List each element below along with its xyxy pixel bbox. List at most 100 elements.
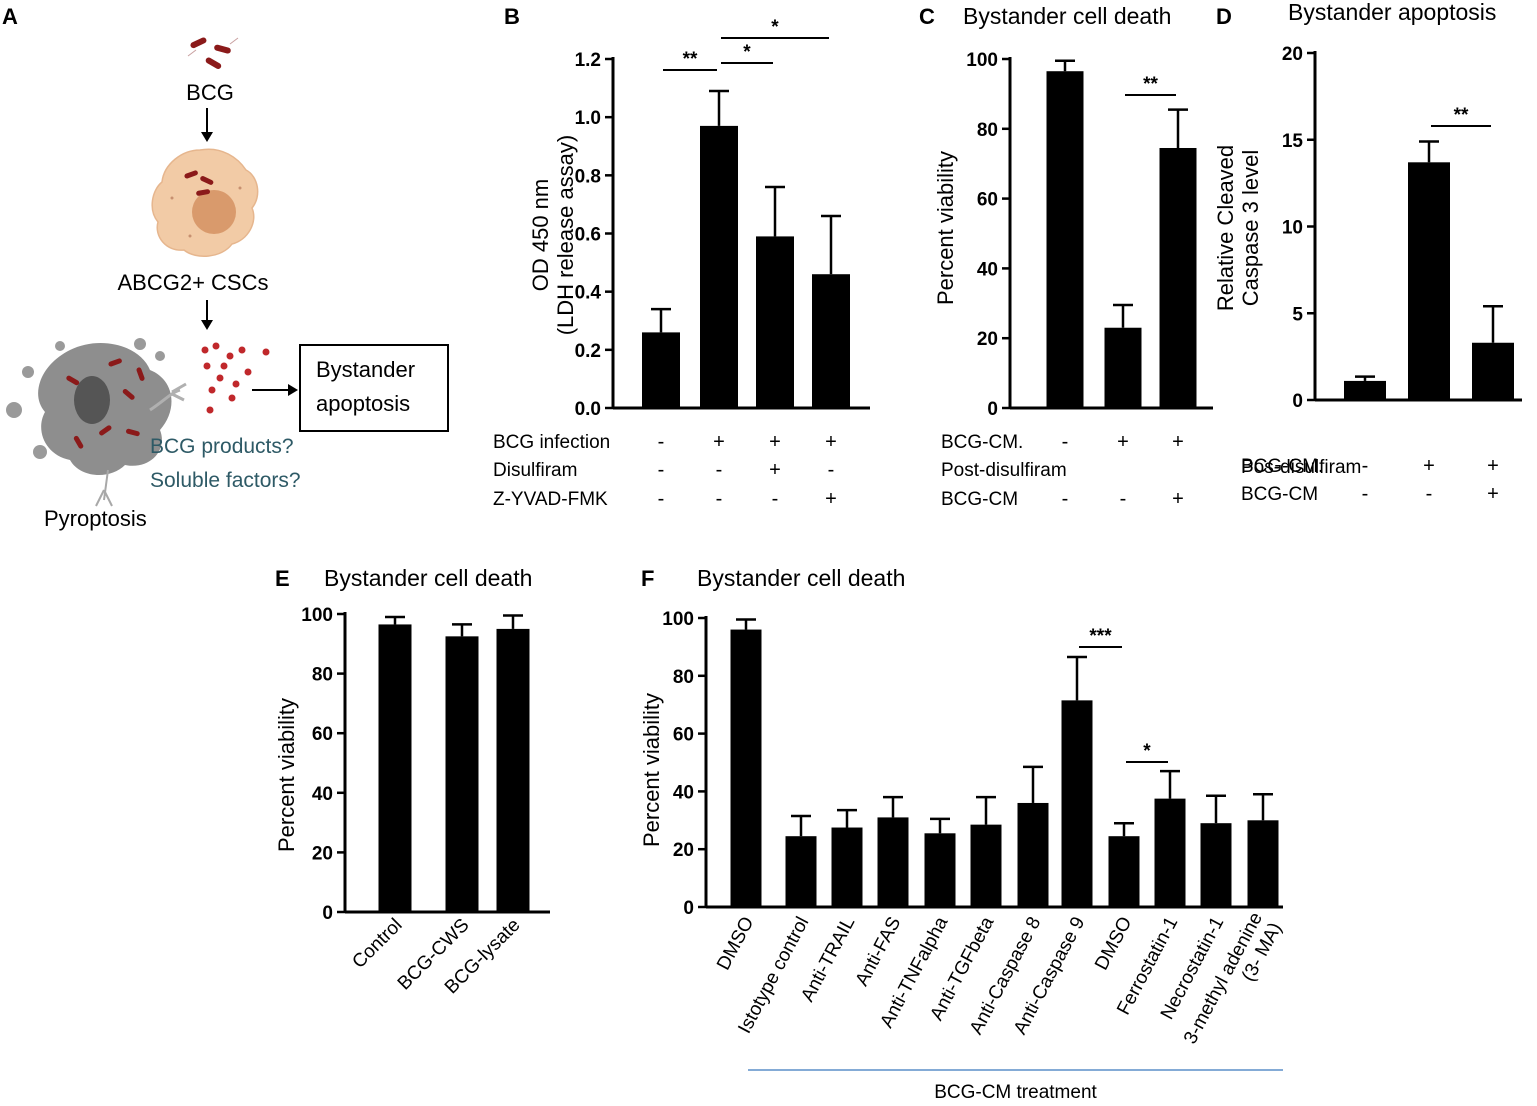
panel-f-bar <box>1017 802 1049 907</box>
panel-b-y-tick-label: 0.6 <box>575 225 601 246</box>
panel-b-bar <box>812 274 850 408</box>
panel-b-y-tick-label: 1.0 <box>575 108 601 129</box>
panel-b-condition-symbol: + <box>825 488 837 510</box>
panel-b-y-tick-label: 0.4 <box>575 283 602 304</box>
panel-f-group-label: BCG-CM treatment <box>934 1082 1097 1103</box>
panel-d-y-tick-label: 0 <box>1292 391 1303 412</box>
panel-b-letter: B <box>504 4 520 29</box>
panel-b-condition-symbol: + <box>825 431 837 453</box>
panel-d-condition-symbol: + <box>1487 455 1499 477</box>
panel-c-condition-label: BCG-CM <box>941 489 1018 510</box>
panel-c: C Bystander cell death 0 20 40 60 80 100 Percent… <box>919 3 1213 510</box>
panel-b-y-tick-label: 1.2 <box>575 50 601 71</box>
panel-d-title: Bystander apoptosis <box>1288 0 1496 25</box>
panel-f-y-label: Percent viability <box>639 693 664 847</box>
panel-c-y-tick-label: 20 <box>977 329 998 350</box>
panel-b-y-label: (LDH release assay) <box>553 135 578 336</box>
panel-b: B 0.0 0.2 0.4 0.6 0.8 1.0 1.2 OD 450 nm (LDH rele… <box>493 4 870 510</box>
panel-b-condition-symbol: + <box>713 431 725 453</box>
panel-d-bar <box>1344 380 1386 400</box>
panel-d-condition-symbol: + <box>1487 483 1499 505</box>
panel-b-condition-symbol: - <box>828 459 835 481</box>
panel-f-title: Bystander cell death <box>697 565 905 591</box>
panel-d-y-tick-label: 15 <box>1282 131 1304 152</box>
panel-e-bar <box>496 628 530 912</box>
panel-d-bar <box>1408 162 1450 400</box>
panel-d-condition-label: BCG-CM. <box>1241 456 1323 477</box>
panel-d-bar <box>1472 342 1514 400</box>
panel-c-y-tick-label: 0 <box>987 399 998 420</box>
panel-e-title: Bystander cell death <box>324 565 532 591</box>
panel-b-condition-symbol: + <box>769 459 781 481</box>
panel-c-significance-label: ** <box>1143 74 1158 95</box>
panel-d-condition-symbol: + <box>1423 455 1435 477</box>
question-1: BCG products? <box>150 435 294 458</box>
box-line-1: Bystander <box>316 357 415 382</box>
panel-c-condition-symbol: - <box>1062 431 1069 453</box>
panel-c-condition-symbol: + <box>1172 431 1184 453</box>
panel-e-y-tick-label: 0 <box>322 903 333 924</box>
panel-f: F Bystander cell death 0 20 40 60 80 100 Percent… <box>639 565 1286 1103</box>
panel-e-y-tick-label: 40 <box>312 784 333 805</box>
panel-b-condition-symbol: - <box>658 488 665 510</box>
panel-f-significance-label: * <box>1143 741 1151 762</box>
bcg-label: BCG <box>186 80 234 105</box>
panel-c-bar <box>1159 147 1197 408</box>
panel-b-significance-label: * <box>771 17 779 38</box>
panel-c-condition-label: Post-disulfiram <box>941 460 1067 481</box>
panel-b-condition-symbol: - <box>716 488 723 510</box>
panel-b-y-tick-label: 0.0 <box>575 399 601 420</box>
panel-letter-a: A <box>2 4 18 29</box>
panel-b-significance-label: ** <box>683 49 698 70</box>
panel-b-bar <box>700 125 738 409</box>
question-2: Soluble factors? <box>150 469 301 492</box>
panel-c-condition-symbol: + <box>1117 431 1129 453</box>
panel-c-y-label: Percent viability <box>933 151 958 305</box>
bystander-apoptosis-box <box>299 344 449 432</box>
panel-f-bar <box>924 833 956 907</box>
panel-f-bar <box>877 817 909 907</box>
arrow-down-icon <box>201 300 213 330</box>
panel-c-y-tick-label: 80 <box>977 120 998 141</box>
panel-d-y-tick-label: 5 <box>1292 304 1303 325</box>
panel-e-letter: E <box>275 566 290 591</box>
panel-b-condition-label: Z-YVAD-FMK <box>493 489 608 510</box>
panel-b-y-tick-label: 0.2 <box>575 341 601 362</box>
panel-c-condition-symbol: - <box>1062 488 1069 510</box>
panel-f-category-label: DMSO <box>713 913 758 973</box>
panel-d-letter: D <box>1216 4 1232 29</box>
panel-f-y-tick-label: 60 <box>673 725 694 746</box>
panel-b-condition-symbol: - <box>658 431 665 453</box>
panel-f-letter: F <box>641 566 654 591</box>
panel-d-condition-symbol: - <box>1426 483 1433 505</box>
panel-b-significance-label: * <box>743 42 751 63</box>
panel-b-condition-symbol: - <box>716 459 723 481</box>
panel-c-y-tick-label: 100 <box>966 50 998 71</box>
panel-f-bar <box>1061 700 1093 907</box>
panel-f-y-tick-label: 0 <box>683 898 694 919</box>
panel-f-bar <box>1247 820 1279 907</box>
pyroptotic-cell-icon <box>6 338 187 507</box>
cell-label: ABCG2+ CSCs <box>118 270 269 295</box>
panel-d-y-label: Caspase 3 level <box>1238 150 1263 307</box>
panel-f-y-tick-label: 20 <box>673 840 694 861</box>
panel-e-y-tick-label: 20 <box>312 843 333 864</box>
panel-f-bar <box>730 629 762 907</box>
panel-d-condition-label: BCG-CM <box>1241 484 1318 505</box>
panel-f-bar <box>785 836 817 907</box>
panel-e-category-label: Control <box>348 915 406 973</box>
panel-c-condition-label: BCG-CM. <box>941 432 1023 453</box>
panel-f-significance-label: *** <box>1089 626 1112 647</box>
panel-d-significance-label: ** <box>1454 105 1469 126</box>
panel-b-condition-label: BCG infection <box>493 432 610 453</box>
panel-b-bar <box>642 332 680 408</box>
panel-c-condition-symbol: - <box>1120 488 1127 510</box>
panel-b-condition-symbol: - <box>772 488 779 510</box>
panel-b-y-label: OD 450 nm <box>528 179 553 292</box>
panel-e-bar <box>445 636 479 912</box>
panel-c-title: Bystander cell death <box>963 3 1171 29</box>
panel-c-y-tick-label: 40 <box>977 259 998 280</box>
panel-e: E Bystander cell death 0 20 40 60 80 100 Percent… <box>274 565 550 998</box>
cancer-stem-cell-icon <box>151 148 259 257</box>
